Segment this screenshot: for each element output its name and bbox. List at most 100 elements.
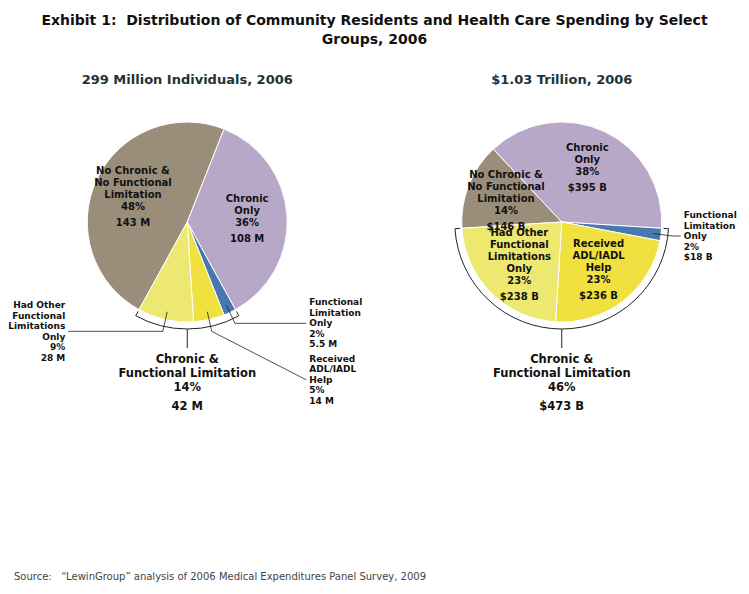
slice-label: Had OtherFunctionalLimitationsOnly: [488, 227, 551, 274]
slice-percent-line: 2%: [684, 242, 699, 252]
leader-line: [207, 312, 306, 380]
slice-label-line: Functional: [12, 311, 65, 321]
slice-label-line: Functional: [490, 239, 549, 250]
slice-amount-line: 143 M: [116, 217, 150, 228]
slice-label-line: Only: [575, 154, 601, 165]
group-amount: 42 M: [172, 399, 203, 413]
slice-amount-line: 28 M: [41, 353, 66, 363]
chart-title-line: Groups, 2006: [322, 31, 428, 47]
slice-amount-line: $395 B: [568, 182, 607, 193]
group-label: Chronic &Functional Limitation: [118, 352, 256, 380]
slice-amount: 143 M: [116, 217, 150, 228]
slice-label-line: No Functional: [94, 177, 172, 188]
slice-amount: 28 M: [41, 353, 66, 363]
slice-label-line: No Chronic &: [96, 165, 170, 176]
slice-percent: 14%: [494, 205, 518, 216]
slice-label-line: Chronic: [566, 142, 609, 153]
slice-label-line: Limitation: [684, 221, 736, 231]
slice-label-line: Received: [309, 354, 355, 364]
slice-label-line: Limitation: [309, 308, 361, 318]
slice-percent: 2%: [684, 242, 699, 252]
group-label-line: Functional Limitation: [493, 366, 631, 380]
leader-line: [68, 312, 167, 332]
slice-label: Had OtherFunctionalLimitationsOnly: [8, 300, 66, 342]
slice-amount-line: $238 B: [500, 291, 539, 302]
slice-amount: $236 B: [579, 290, 618, 301]
slice-percent-line: 36%: [235, 217, 259, 228]
group-bracket: [455, 228, 669, 348]
slice-percent: 9%: [50, 342, 65, 352]
slice-label-line: Limitation: [477, 193, 534, 204]
group-bracket: [136, 311, 239, 348]
slice-label-line: Limitations: [488, 251, 551, 262]
slice-percent-line: 2%: [309, 329, 324, 339]
slice-percent: 48%: [121, 201, 145, 212]
slice-label-line: ADL/IADL: [309, 364, 356, 374]
leader-line: [653, 234, 681, 237]
wedges: [87, 122, 287, 322]
slice-label-line: No Functional: [467, 181, 545, 192]
group-percent: 14%: [173, 380, 201, 394]
slice-label-line: Chronic: [226, 193, 269, 204]
slice-label-line: Help: [309, 375, 333, 385]
slice-label-line: Only: [507, 263, 533, 274]
slice-amount: $18 B: [684, 252, 713, 262]
group-percent: 46%: [548, 380, 576, 394]
group-label: Chronic &Functional Limitation: [493, 352, 631, 380]
slice-label-line: ADL/IADL: [572, 250, 625, 261]
slice-label-line: Functional: [309, 297, 362, 307]
slice-amount-line: 5.5 M: [309, 339, 337, 349]
slice-label: ChronicOnly: [226, 193, 269, 216]
slice-percent: 38%: [575, 166, 599, 177]
slice-label-line: Had Other: [490, 227, 548, 238]
group-percent-line: 46%: [548, 380, 576, 394]
slice-label-line: Limitations: [8, 321, 65, 331]
slice-label: ChronicOnly: [566, 142, 609, 165]
slice-label-line: Only: [42, 332, 65, 342]
group-percent-line: 14%: [173, 380, 201, 394]
slice-amount: $238 B: [500, 291, 539, 302]
wedges: [462, 122, 662, 322]
slice-label-line: Received: [573, 238, 624, 249]
slice-percent-line: 9%: [50, 342, 65, 352]
slice-amount-line: 108 M: [230, 233, 264, 244]
group-amount-line: $473 B: [539, 399, 584, 413]
slice-label: ReceivedADL/IADLHelp: [309, 354, 356, 385]
slice-amount: 5.5 M: [309, 339, 337, 349]
slice-amount: 108 M: [230, 233, 264, 244]
slice-percent-line: 5%: [309, 385, 324, 395]
chart-title-line: Exhibit 1: Distribution of Community Res…: [41, 12, 708, 28]
slice-label: ReceivedADL/IADLHelp: [572, 238, 625, 273]
slice-percent-line: 23%: [507, 275, 531, 286]
slice-percent: 36%: [235, 217, 259, 228]
slice-amount: 14 M: [309, 396, 334, 406]
slice-label: FunctionalLimitationOnly: [309, 297, 362, 328]
slice-amount-line: $18 B: [684, 252, 713, 262]
slice-label-line: Only: [234, 205, 260, 216]
pie-wedge: [139, 222, 193, 322]
group-amount: $473 B: [539, 399, 584, 413]
slice-label: FunctionalLimitationOnly: [684, 210, 737, 241]
slice-label-line: Only: [684, 231, 707, 241]
slice-percent: 2%: [309, 329, 324, 339]
slice-percent-line: 38%: [575, 166, 599, 177]
pie-wedge: [462, 222, 562, 322]
slice-percent: 23%: [587, 274, 611, 285]
slice-amount: $395 B: [568, 182, 607, 193]
slice-label-line: Had Other: [13, 300, 66, 310]
pie-title: $1.03 Trillion, 2006: [491, 72, 632, 87]
slice-label-line: Limitation: [104, 189, 161, 200]
pie-wedge: [555, 222, 660, 322]
slice-percent: 5%: [309, 385, 324, 395]
slice-label: No Chronic &No FunctionalLimitation: [467, 169, 545, 204]
group-label-line: Chronic &: [530, 352, 593, 366]
pie-chart: $1.03 Trillion, 2006 Chronic &Functional …: [455, 72, 737, 413]
slice-label-line: No Chronic &: [469, 169, 543, 180]
group-label-line: Chronic &: [156, 352, 219, 366]
group-label-line: Functional Limitation: [118, 366, 256, 380]
group-amount-line: 42 M: [172, 399, 203, 413]
slice-label-line: Help: [586, 262, 612, 273]
slice-label-line: Functional: [684, 210, 737, 220]
pie-chart: 299 Million Individuals, 2006Chronic &Fu…: [8, 72, 362, 413]
chart-root: Exhibit 1: Distribution of Community Res…: [0, 0, 749, 594]
